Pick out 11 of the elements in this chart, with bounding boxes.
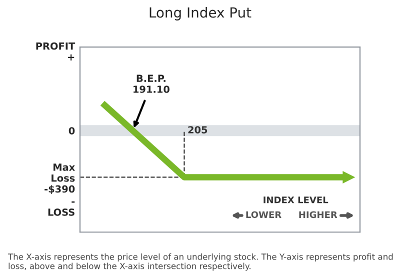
annotation: HIGHER <box>299 211 338 218</box>
y-tick-label: - LOSS <box>48 201 75 216</box>
annotation: LOWER <box>246 211 282 218</box>
text: The X-axis represents the price level of an underlying stock. The Y-axis represents profit and loss, above and below the X-axis intersection respectively. <box>8 253 393 271</box>
annotation: 205 <box>188 126 208 134</box>
x-axis-title: INDEX LEVEL <box>264 196 328 204</box>
annotation: B.E.P. 191.10 <box>134 74 170 93</box>
y-tick-label: 0 <box>68 127 75 134</box>
y-tick-label: Max Loss -$390 <box>44 164 75 194</box>
chart-title: Long Index Put <box>150 7 252 20</box>
y-tick-label: PROFIT + <box>36 42 76 60</box>
